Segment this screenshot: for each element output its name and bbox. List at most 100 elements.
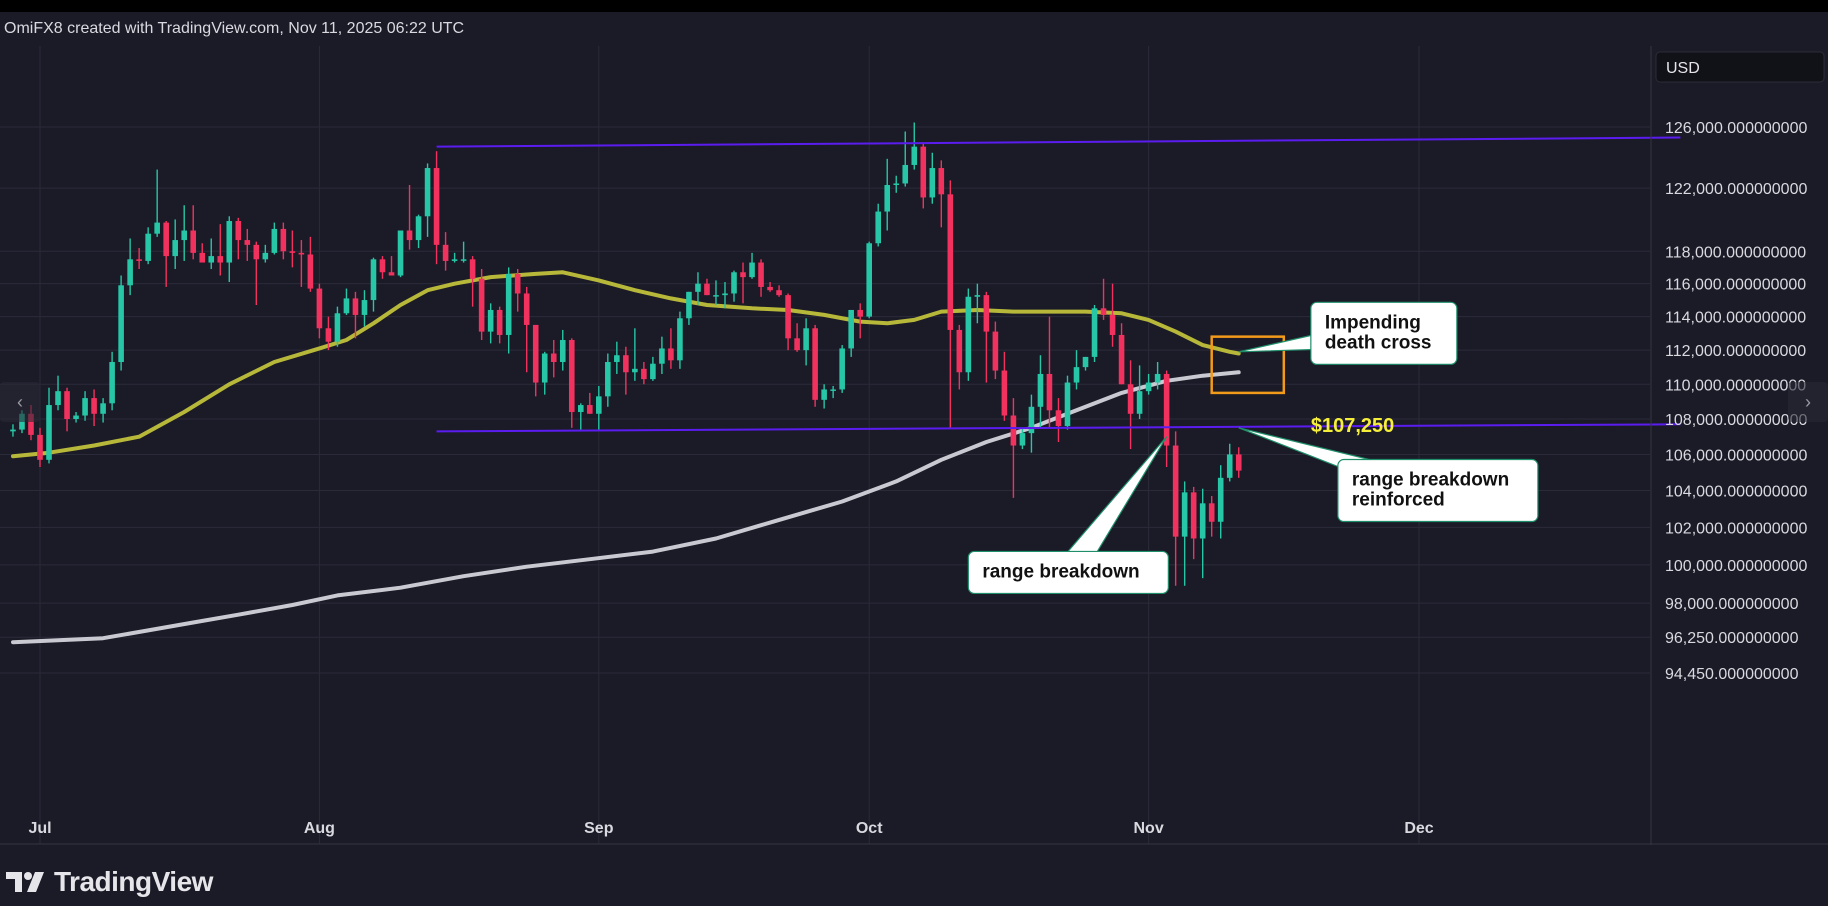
candle — [406, 185, 413, 250]
candle — [983, 291, 990, 383]
candle-body — [632, 368, 638, 373]
candle — [127, 238, 133, 296]
candle-body — [190, 230, 197, 253]
candle-body — [109, 362, 115, 404]
y-tick-label: 126,000.000000000 — [1665, 120, 1807, 137]
candle-body — [749, 262, 755, 278]
scroll-right-button[interactable] — [1788, 382, 1828, 422]
candle — [577, 403, 584, 430]
scroll-arrows[interactable]: ‹ › — [0, 382, 1828, 422]
candle — [794, 323, 800, 352]
chevron-left-icon: ‹ — [17, 392, 23, 412]
range-breakdown-callout: range breakdown — [967, 436, 1169, 595]
candle — [965, 288, 972, 381]
callout-text-line: range breakdown — [1352, 470, 1509, 491]
callout-pointer-fill — [1433, 477, 1443, 504]
candle-body — [262, 252, 269, 260]
candle-body — [28, 413, 34, 435]
y-tick-label: 112,000.000000000 — [1665, 343, 1806, 360]
candle-body — [866, 243, 872, 317]
annotations[interactable]: $107,250 Impending death cross range breakd… — [967, 301, 1539, 595]
candle — [343, 288, 350, 315]
candle — [1082, 356, 1089, 371]
candle-body — [1073, 367, 1080, 383]
callout-text: Impending death cross — [1325, 312, 1432, 353]
candle — [505, 267, 512, 354]
candle-body — [73, 415, 79, 420]
candle-body — [82, 398, 88, 416]
candle-body — [217, 256, 224, 263]
candle — [938, 160, 945, 228]
candle — [947, 180, 954, 428]
candle-body — [983, 295, 990, 332]
candle-body — [541, 353, 548, 383]
candle — [163, 221, 169, 287]
candle-body — [352, 298, 359, 315]
candle — [992, 321, 999, 380]
candle — [226, 216, 233, 283]
candle-body — [1127, 384, 1134, 414]
death-cross-highlight-box — [1210, 335, 1286, 395]
candle — [1100, 278, 1107, 320]
chart-attribution: OmiFX8 created with TradingView.com, Nov… — [0, 12, 1828, 46]
candle — [1172, 431, 1179, 586]
candle — [668, 328, 674, 369]
candle — [1181, 481, 1188, 586]
candle-body — [1082, 356, 1089, 368]
candle — [614, 341, 620, 374]
candle-body — [1145, 382, 1152, 392]
candle-body — [505, 273, 512, 335]
candle-body — [821, 389, 827, 400]
candle — [118, 275, 124, 371]
candle-body — [550, 353, 557, 363]
candle-body — [857, 309, 863, 317]
candle — [1217, 465, 1224, 539]
candle-body — [713, 295, 719, 297]
callout-pointer-fill — [1382, 319, 1386, 348]
y-tick-label: 102,000.000000000 — [1665, 520, 1807, 537]
candle — [596, 385, 602, 430]
candle-body — [253, 244, 260, 260]
candle-body — [343, 298, 350, 314]
candle-body — [118, 285, 124, 363]
candle — [424, 163, 431, 237]
candle — [1001, 351, 1008, 421]
candle-body — [235, 221, 242, 241]
candle-body — [199, 252, 206, 263]
tradingview-logo[interactable]: TradingView — [6, 865, 213, 899]
candle — [1019, 427, 1026, 450]
candle — [857, 303, 863, 339]
candle-body — [1217, 477, 1224, 522]
candle — [902, 131, 909, 187]
candle-body — [1226, 454, 1233, 478]
callout-text-line: death cross — [1325, 332, 1432, 353]
candle — [1190, 486, 1197, 560]
y-tick-label: 116,000.000000000 — [1665, 277, 1806, 294]
candle — [695, 272, 701, 306]
candle — [920, 142, 927, 209]
price-chart[interactable]: $107,250 Impending death cross range breakd… — [0, 46, 1828, 845]
candle — [478, 269, 485, 341]
candle-body — [740, 272, 746, 278]
candle-body — [785, 295, 791, 339]
footer: TradingView — [0, 845, 1828, 906]
x-tick-label: Sep — [584, 820, 614, 837]
candle — [316, 283, 323, 339]
candle — [1199, 488, 1206, 579]
candle — [532, 324, 539, 397]
candle-body — [100, 403, 106, 414]
candle-body — [361, 300, 368, 315]
candle — [866, 241, 872, 319]
candle-body — [154, 222, 160, 234]
candle-body — [559, 340, 566, 363]
candle-body — [1235, 454, 1242, 471]
candle — [1037, 355, 1044, 428]
candle — [911, 122, 918, 170]
range-lines[interactable] — [436, 136, 1681, 433]
scroll-left-button[interactable] — [0, 382, 40, 422]
candle — [10, 424, 16, 437]
candle-body — [587, 405, 593, 414]
candle-body — [722, 293, 728, 296]
x-tick-label: Jul — [28, 820, 51, 837]
candle — [848, 309, 854, 357]
